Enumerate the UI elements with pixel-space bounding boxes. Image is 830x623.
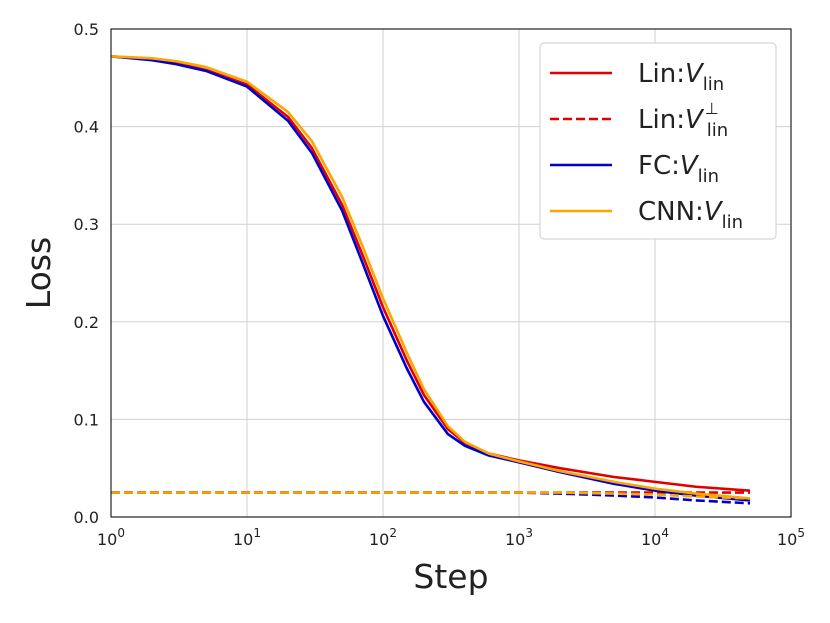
- x-tick-label: 105: [777, 526, 805, 549]
- x-axis-label: Step: [413, 557, 488, 596]
- plot-area: [110, 55, 751, 505]
- axes-frame: [110, 28, 792, 518]
- y-tick-label: 0.1: [74, 410, 99, 429]
- y-tick-label: 0.2: [74, 313, 99, 332]
- series-line-fc-v-lin-perp: [111, 491, 751, 505]
- x-tick-label: 104: [641, 526, 669, 549]
- legend-label: CNN:Vlin: [638, 197, 743, 233]
- x-tick-label: 101: [233, 526, 261, 549]
- series-line-fc-v-lin: [110, 55, 751, 502]
- legend-label: Lin:Vlin: [638, 59, 724, 95]
- tick-labels: 100 101 102 103 104 105 0.0 0.1 0.2 0.3 0.4 0.5: [74, 20, 805, 549]
- legend: Lin:Vlin Lin:V ⊥ lin FC:Vlin CNN:Vlin: [539, 42, 777, 240]
- series-line-cnn-v-lin-perp: [111, 491, 751, 500]
- series-line-cnn-v-lin: [110, 55, 751, 500]
- legend-label: Lin:V ⊥ lin: [638, 99, 728, 141]
- y-tick-label: 0.3: [74, 215, 99, 234]
- x-tick-label: 100: [97, 526, 125, 549]
- y-axis-label: Loss: [19, 237, 58, 309]
- legend-box: [539, 42, 777, 240]
- y-tick-label: 0.0: [74, 508, 99, 527]
- y-tick-label: 0.4: [74, 118, 99, 137]
- y-tick-label: 0.5: [74, 20, 99, 39]
- x-tick-label: 103: [505, 526, 533, 549]
- legend-label: FC:Vlin: [638, 151, 719, 187]
- x-tick-label: 102: [369, 526, 397, 549]
